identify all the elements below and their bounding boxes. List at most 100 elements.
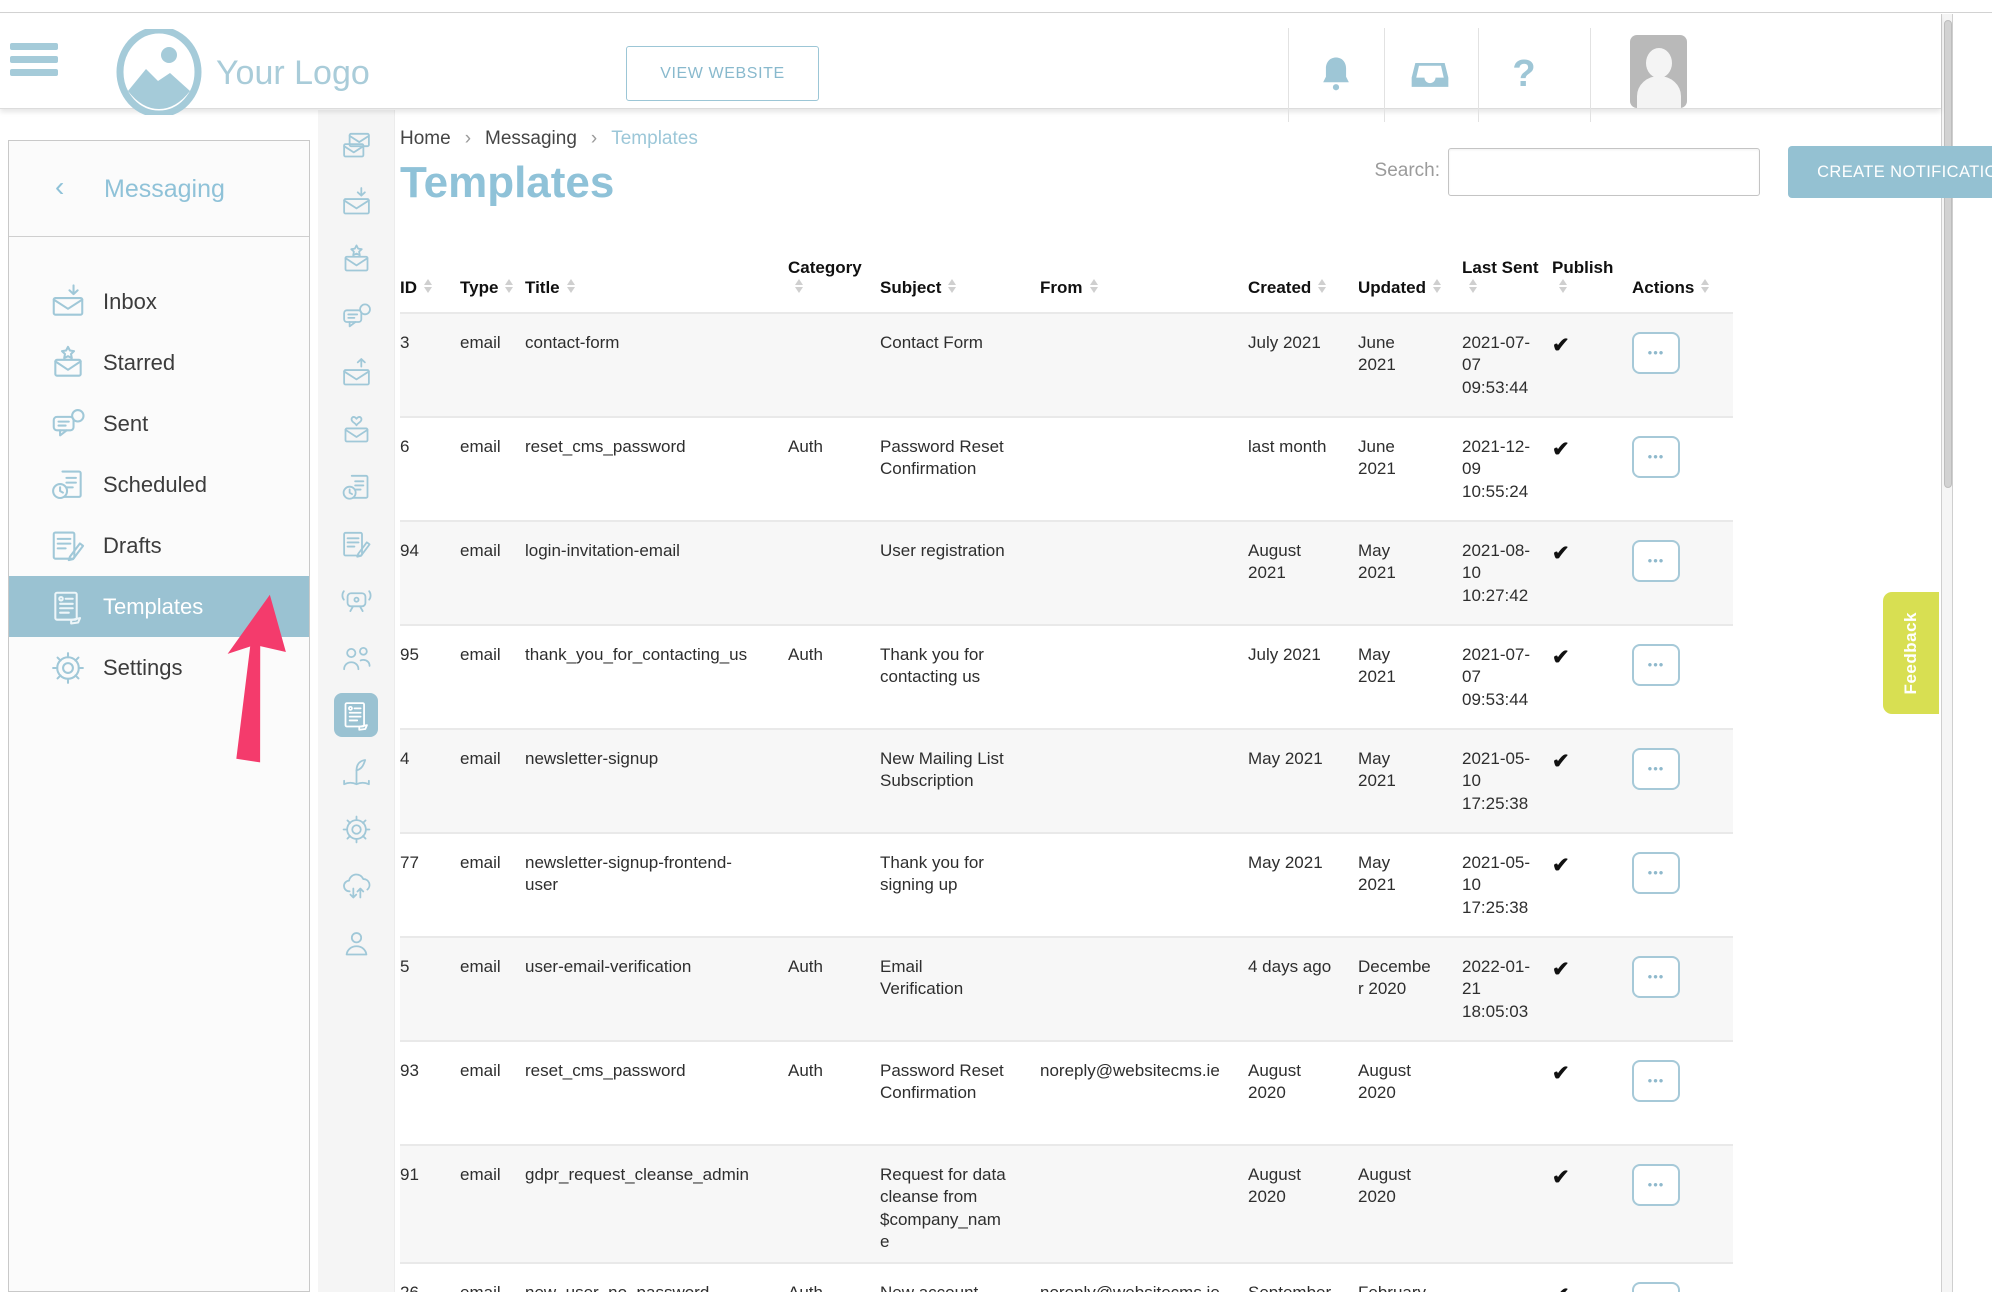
- row-actions-button[interactable]: •••: [1632, 748, 1680, 790]
- cell-actions: •••: [1632, 833, 1733, 937]
- column-header-from[interactable]: From: [1040, 248, 1248, 313]
- vertical-scrollbar[interactable]: [1941, 14, 1953, 1292]
- sort-arrows-icon[interactable]: [1559, 279, 1567, 293]
- scrollbar-thumb[interactable]: [1944, 20, 1952, 488]
- bell-icon[interactable]: [1314, 52, 1358, 96]
- column-header-publish[interactable]: Publish: [1552, 248, 1632, 313]
- sidebar-header: ‹ Messaging: [9, 141, 309, 237]
- strip-sent-icon[interactable]: [334, 294, 378, 338]
- cell-type: email: [460, 625, 525, 729]
- sort-arrows-icon[interactable]: [505, 279, 513, 293]
- strip-gear-icon[interactable]: [334, 807, 378, 851]
- brand-name: Your Logo: [216, 54, 370, 93]
- help-icon[interactable]: ?: [1502, 52, 1546, 96]
- sort-arrows-icon[interactable]: [1701, 279, 1709, 293]
- cell-from: [1040, 833, 1248, 937]
- back-chevron-icon[interactable]: ‹: [55, 171, 64, 203]
- sort-arrows-icon[interactable]: [948, 279, 956, 293]
- cell-created: 4 days ago: [1248, 937, 1358, 1041]
- cell-type: email: [460, 417, 525, 521]
- sort-arrows-icon[interactable]: [567, 279, 575, 293]
- cell-created: July 2021: [1248, 625, 1358, 729]
- cell-publish: ✔: [1552, 521, 1632, 625]
- strip-templates-icon[interactable]: [334, 693, 378, 737]
- sort-arrows-icon[interactable]: [424, 279, 432, 293]
- strip-starred-icon[interactable]: [334, 237, 378, 281]
- main-content: Home›Messaging›Templates Templates Searc…: [400, 128, 1733, 1292]
- sidebar-item-drafts[interactable]: Drafts: [9, 515, 309, 576]
- breadcrumb-home[interactable]: Home: [400, 128, 451, 149]
- hamburger-menu-icon[interactable]: [10, 43, 58, 87]
- strip-cloud-sync-icon[interactable]: [334, 864, 378, 908]
- inbox-icon: [49, 283, 87, 321]
- cell-last_sent: 2021-05-10 17:25:38: [1462, 833, 1552, 937]
- sort-arrows-icon[interactable]: [1469, 279, 1477, 293]
- sidebar-item-inbox[interactable]: Inbox: [9, 271, 309, 332]
- column-header-type[interactable]: Type: [460, 248, 525, 313]
- cell-subject: Thank you for signing up: [880, 833, 1040, 937]
- inbox-tray-icon[interactable]: [1408, 52, 1452, 96]
- sidebar-item-starred[interactable]: Starred: [9, 332, 309, 393]
- cell-created: May 2021: [1248, 729, 1358, 833]
- feedback-tab[interactable]: Feedback: [1883, 592, 1939, 714]
- strip-mail-stack-icon[interactable]: [334, 123, 378, 167]
- view-website-button[interactable]: VIEW WEBSITE: [626, 46, 819, 101]
- row-actions-button[interactable]: •••: [1632, 1060, 1680, 1102]
- column-header-id[interactable]: ID: [400, 248, 460, 313]
- cell-category: [788, 1145, 880, 1263]
- cell-category: Auth: [788, 417, 880, 521]
- strip-heart-mail-icon[interactable]: [334, 408, 378, 452]
- strip-person-icon[interactable]: [334, 921, 378, 965]
- starred-icon: [49, 344, 87, 382]
- sidebar-item-sent[interactable]: Sent: [9, 393, 309, 454]
- logo-image[interactable]: [116, 29, 202, 115]
- sidebar-item-scheduled[interactable]: Scheduled: [9, 454, 309, 515]
- row-actions-button[interactable]: •••: [1632, 1282, 1680, 1292]
- strip-broadcast-icon[interactable]: [334, 579, 378, 623]
- cell-updated: February 2018: [1358, 1263, 1462, 1292]
- cell-publish: ✔: [1552, 937, 1632, 1041]
- strip-inbox-icon[interactable]: [334, 180, 378, 224]
- sort-arrows-icon[interactable]: [1318, 279, 1326, 293]
- cell-subject: Password Reset Confirmation: [880, 1041, 1040, 1145]
- row-actions-button[interactable]: •••: [1632, 644, 1680, 686]
- row-actions-button[interactable]: •••: [1632, 1164, 1680, 1206]
- sidebar-item-label: Drafts: [103, 533, 162, 559]
- strip-signature-icon[interactable]: [334, 750, 378, 794]
- row-actions-button[interactable]: •••: [1632, 852, 1680, 894]
- annotation-arrow: [222, 592, 292, 764]
- row-actions-button[interactable]: •••: [1632, 540, 1680, 582]
- cell-updated: May 2021: [1358, 729, 1462, 833]
- row-actions-button[interactable]: •••: [1632, 956, 1680, 998]
- cell-title: new_user_no_password: [525, 1263, 788, 1292]
- column-header-created[interactable]: Created: [1248, 248, 1358, 313]
- cell-last_sent: 2021-05-10 17:25:38: [1462, 729, 1552, 833]
- strip-drafts-icon[interactable]: [334, 522, 378, 566]
- cell-last_sent: 2021-07-07 09:53:44: [1462, 313, 1552, 417]
- sort-arrows-icon[interactable]: [795, 279, 803, 293]
- feedback-tab-label: Feedback: [1901, 612, 1921, 694]
- column-header-updated[interactable]: Updated: [1358, 248, 1462, 313]
- sort-arrows-icon[interactable]: [1090, 279, 1098, 293]
- column-header-actions[interactable]: Actions: [1632, 248, 1733, 313]
- column-header-title[interactable]: Title: [525, 248, 788, 313]
- strip-scheduled-icon[interactable]: [334, 465, 378, 509]
- cell-last_sent: 2022-01-21 18:05:03: [1462, 937, 1552, 1041]
- cell-publish: ✔: [1552, 729, 1632, 833]
- strip-people-icon[interactable]: [334, 636, 378, 680]
- sidebar-item-label: Inbox: [103, 289, 157, 315]
- column-header-category[interactable]: Category: [788, 248, 880, 313]
- row-actions-button[interactable]: •••: [1632, 332, 1680, 374]
- breadcrumb-messaging[interactable]: Messaging: [485, 128, 577, 149]
- column-header-last-sent[interactable]: Last Sent: [1462, 248, 1552, 313]
- column-header-subject[interactable]: Subject: [880, 248, 1040, 313]
- cell-category: Auth: [788, 937, 880, 1041]
- create-notification-template-button[interactable]: CREATE NOTIFICATION TEMPLATE: [1788, 146, 1992, 198]
- row-actions-button[interactable]: •••: [1632, 436, 1680, 478]
- cell-id: 6: [400, 417, 460, 521]
- avatar[interactable]: [1630, 35, 1687, 108]
- search-input[interactable]: [1448, 148, 1760, 196]
- sort-arrows-icon[interactable]: [1433, 279, 1441, 293]
- strip-outbox-icon[interactable]: [334, 351, 378, 395]
- header-divider: [1288, 28, 1289, 122]
